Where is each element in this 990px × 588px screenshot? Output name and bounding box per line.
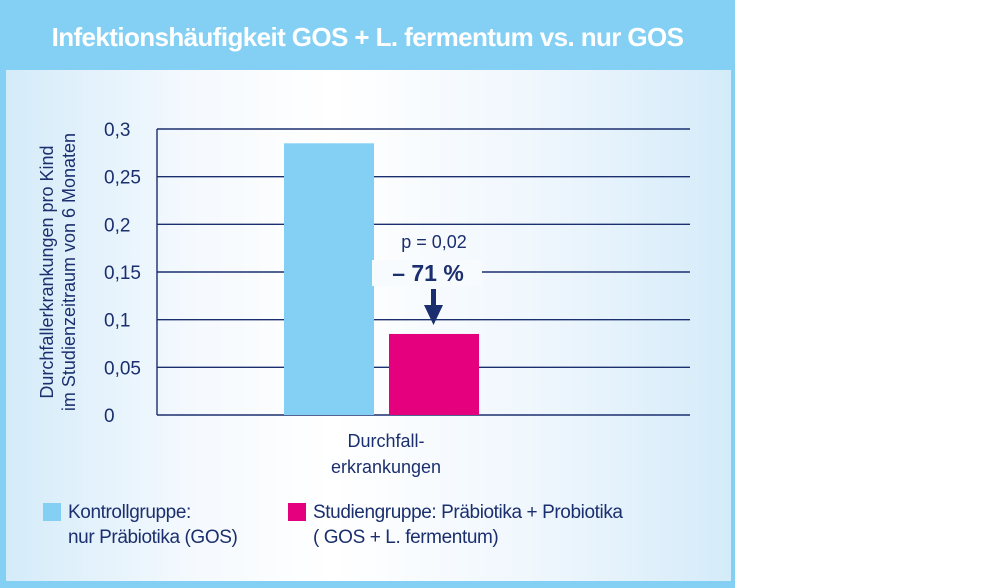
legend-swatch-control <box>43 503 61 521</box>
y-tick-label: 0,1 <box>104 311 130 332</box>
y-tick-label: 0,15 <box>104 263 141 284</box>
legend-label-line1: Studiengruppe: Präbiotika + Probiotika <box>313 502 623 523</box>
legend-item-study: Studiengruppe: Präbiotika + Probiotika (… <box>313 500 623 550</box>
bar-control <box>284 143 374 416</box>
legend-label-line1: Kontrollgruppe: <box>68 502 191 523</box>
y-axis-label-line2: im Studienzeitraum von 6 Monaten <box>59 133 79 411</box>
y-axis-label-line1: Durchfallerkrankungen pro Kind <box>37 145 57 398</box>
reduction-annotation: – 71 % <box>392 260 464 286</box>
x-axis-label-line1: Durchfall- <box>347 431 424 451</box>
legend-label-line2: nur Präbiotika (GOS) <box>68 527 238 548</box>
y-tick-label: 0,2 <box>104 215 130 236</box>
chart-title: Infektionshäufigkeit GOS + L. fermentum … <box>51 22 684 52</box>
y-tick-label: 0,05 <box>104 358 141 379</box>
legend-swatch-study <box>288 503 306 521</box>
arrow-down-icon <box>424 289 443 325</box>
y-tick-label: 0 <box>104 406 115 427</box>
legend-label-line2: ( GOS + L. fermentum) <box>313 527 499 548</box>
bar-study <box>389 333 479 415</box>
x-axis-label-line2: erkrankungen <box>331 457 441 477</box>
y-tick-label: 0,25 <box>104 168 141 189</box>
p-value-annotation: p = 0,02 <box>401 232 467 252</box>
y-tick-label: 0,3 <box>104 120 130 141</box>
legend-item-control: Kontrollgruppe: nur Präbiotika (GOS) <box>68 500 238 550</box>
annotation-background <box>372 260 482 286</box>
